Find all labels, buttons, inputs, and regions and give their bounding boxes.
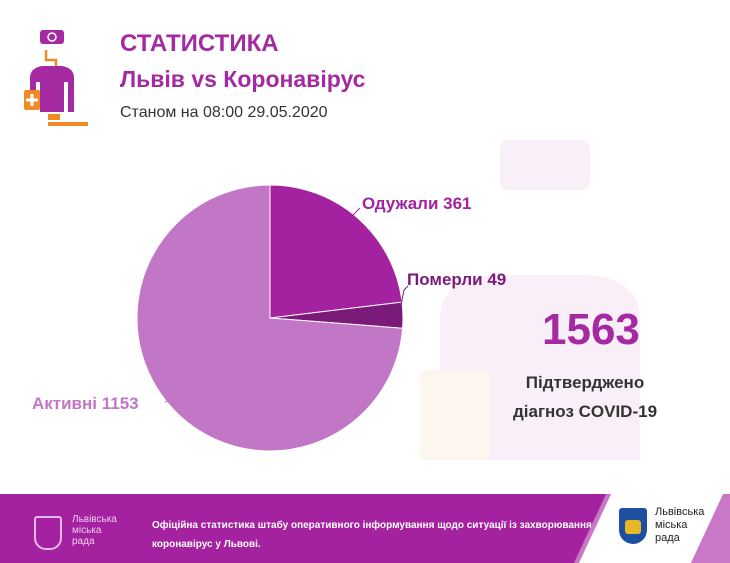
label-deceased: Померли 49 bbox=[407, 270, 507, 289]
city-line: міська bbox=[72, 525, 102, 536]
city-line: рада bbox=[655, 532, 680, 544]
footer-text-line: коронавірус у Львові. bbox=[152, 539, 261, 550]
pie-chart bbox=[136, 184, 409, 452]
footer-city-name: Львівська міська рада bbox=[72, 514, 117, 547]
footer-logo-city-name: Львівська міська рада bbox=[655, 506, 704, 545]
city-line: міська bbox=[655, 519, 688, 531]
city-line: Львівська bbox=[72, 514, 117, 525]
leader-active bbox=[164, 397, 176, 403]
city-emblem-icon bbox=[34, 516, 62, 550]
city-line: рада bbox=[72, 536, 95, 547]
doctor-watermark-icon bbox=[420, 140, 640, 460]
total-cases: 1563 bbox=[542, 305, 640, 354]
confirmed-caption: Підтверджено діагноз COVID-19 bbox=[505, 368, 665, 426]
footer-text-line: Офіційна статистика штабу оперативного і… bbox=[152, 520, 602, 531]
footer-text: Офіційна статистика штабу оперативного і… bbox=[152, 516, 602, 554]
page-title: СТАТИСТИКА bbox=[120, 30, 279, 57]
leader-recovered bbox=[351, 207, 361, 217]
slice-active bbox=[136, 184, 404, 452]
city-line: Львівська bbox=[655, 506, 705, 518]
leader-deceased bbox=[399, 285, 409, 311]
slice-recovered bbox=[269, 184, 403, 319]
confirmed-line2: діагноз COVID-19 bbox=[512, 402, 658, 421]
doctor-logo-icon bbox=[24, 30, 88, 126]
page-subtitle: Львів vs Коронавірус bbox=[120, 66, 366, 92]
label-active: Активні 1153 bbox=[32, 394, 139, 413]
footer: Львівська міська рада Офіційна статистик… bbox=[0, 494, 730, 563]
label-recovered: Одужали 361 bbox=[362, 194, 472, 213]
coat-of-arms-icon bbox=[619, 508, 647, 544]
confirmed-line1: Підтверджено bbox=[525, 373, 645, 392]
date-label: Станом на 08:00 29.05.2020 bbox=[120, 104, 328, 121]
